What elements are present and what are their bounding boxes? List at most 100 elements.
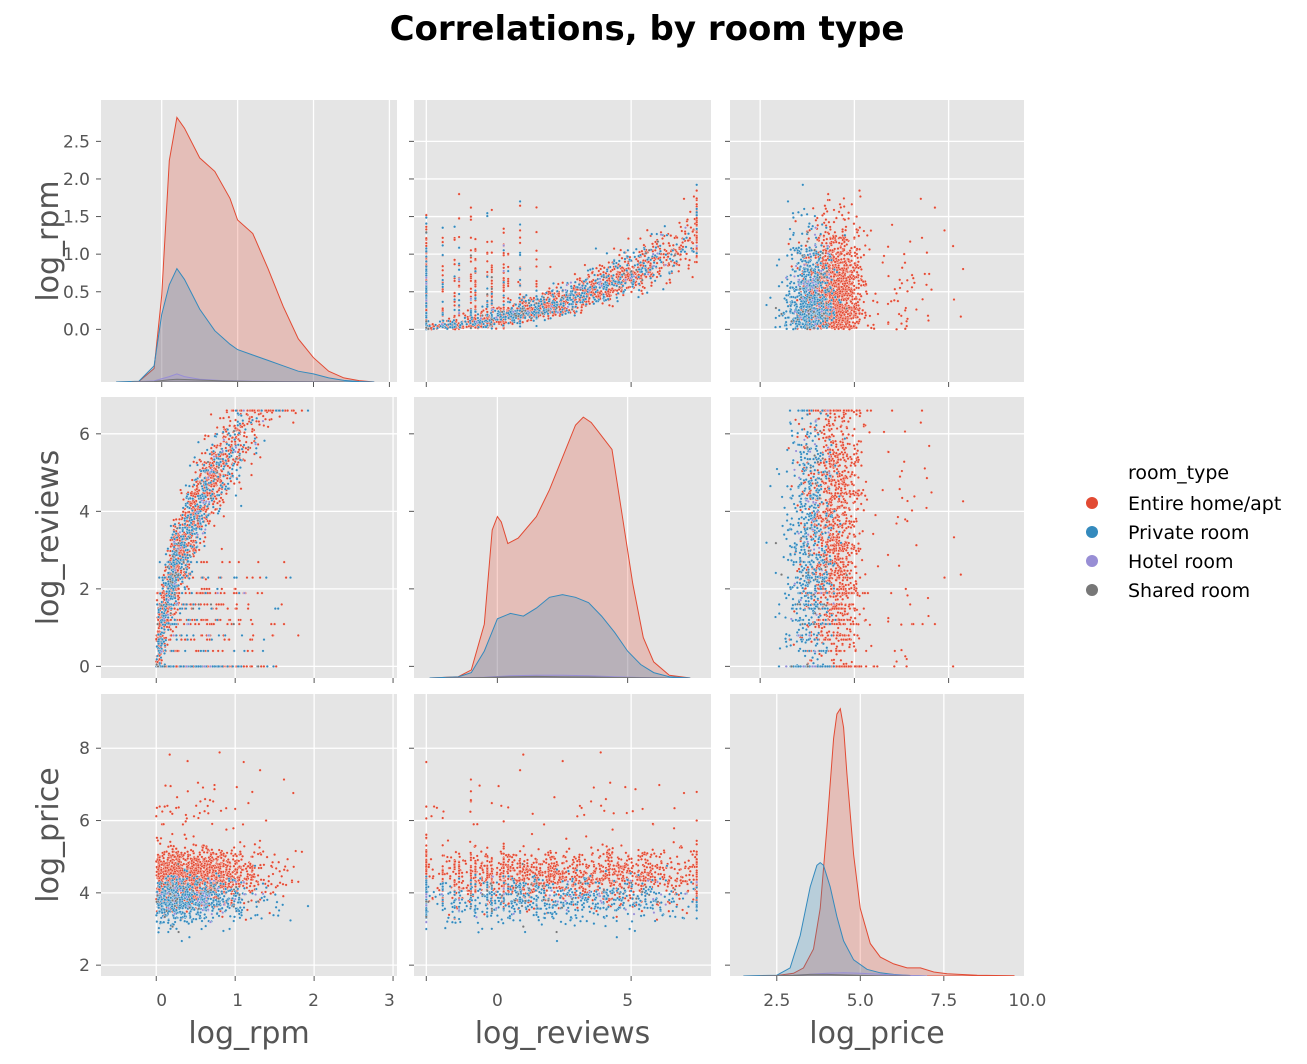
scatter-point (516, 314, 520, 318)
scatter-point (424, 282, 428, 286)
scatter-point (619, 248, 623, 252)
scatter-point (840, 267, 844, 270)
scatter-point (529, 303, 533, 307)
scatter-point (784, 276, 788, 280)
scatter-point (803, 259, 807, 263)
scatter-point (813, 296, 817, 300)
scatter-point (183, 638, 187, 642)
scatter-point (568, 296, 572, 300)
scatter-point (640, 249, 644, 253)
scatter-point (441, 278, 445, 282)
scatter-point (797, 311, 801, 315)
scatter-point (552, 281, 555, 285)
scatter-point (461, 312, 465, 316)
scatter-point (457, 303, 461, 307)
scatter-point (820, 314, 824, 318)
scatter-point (837, 327, 841, 331)
scatter-point (850, 259, 853, 263)
scatter-point (597, 282, 601, 286)
scatter-point (521, 312, 525, 316)
scatter-point (435, 326, 439, 330)
scatter-point (506, 296, 510, 300)
scatter-point (796, 274, 800, 278)
scatter-point (681, 248, 685, 252)
scatter-point (810, 227, 813, 231)
scatter-point (535, 282, 538, 286)
scatter-point (667, 263, 671, 267)
scatter-point (836, 250, 840, 254)
scatter-point (632, 251, 636, 255)
scatter-point (638, 237, 642, 240)
scatter-point (799, 305, 803, 309)
scatter-point (814, 226, 818, 230)
scatter-point (469, 215, 473, 219)
scatter-point (799, 258, 803, 262)
scatter-point (502, 269, 506, 273)
scatter-point (828, 312, 832, 316)
scatter-point (784, 293, 788, 297)
scatter-point (485, 275, 489, 279)
scatter-point (829, 258, 833, 262)
scatter-point (264, 417, 267, 421)
scatter-point (844, 292, 848, 296)
scatter-point (469, 326, 473, 330)
scatter-point (469, 206, 473, 210)
scatter-point (652, 261, 656, 265)
scatter-point (845, 294, 849, 297)
scatter-point (543, 318, 547, 322)
scatter-point (881, 261, 885, 264)
scatter-point (809, 268, 813, 272)
scatter-point (559, 298, 563, 302)
scatter-point (580, 284, 584, 288)
scatter-point (797, 291, 801, 295)
scatter-point (434, 323, 438, 327)
scatter-point (832, 302, 835, 306)
scatter-point (535, 289, 538, 293)
scatter-point (601, 278, 605, 282)
scatter-point (529, 316, 533, 320)
scatter-point (795, 324, 799, 328)
scatter-point (441, 289, 445, 293)
chart-title: Correlations, by room type (390, 9, 905, 49)
scatter-point (852, 284, 856, 288)
scatter-point (626, 248, 630, 252)
scatter-point (811, 281, 815, 285)
scatter-point (583, 286, 587, 290)
scatter-point (895, 291, 898, 295)
scatter-point (585, 282, 589, 286)
scatter-point (469, 236, 473, 240)
scatter-point (424, 301, 428, 305)
scatter-point (825, 288, 829, 292)
scatter-point (499, 318, 503, 321)
scatter-point (592, 286, 596, 290)
scatter-point (801, 310, 805, 314)
scatter-point (453, 279, 457, 283)
scatter-point (791, 300, 794, 304)
scatter-point (851, 320, 855, 324)
scatter-point (225, 409, 229, 413)
scatter-point (564, 312, 568, 316)
scatter-point (518, 228, 522, 232)
scatter-point (669, 253, 673, 256)
scatter-point (229, 479, 233, 483)
scatter-point (438, 320, 442, 323)
scatter-point (842, 196, 846, 200)
scatter-point (847, 286, 851, 289)
scatter-point (777, 308, 781, 312)
scatter-point (622, 272, 626, 276)
scatter-point (634, 283, 638, 287)
scatter-point (843, 313, 846, 317)
scatter-point (858, 189, 861, 193)
scatter-point (695, 244, 699, 248)
scatter-point (900, 266, 904, 270)
scatter-point (908, 240, 912, 244)
scatter-point (808, 252, 812, 256)
scatter-point (812, 268, 816, 272)
scatter-point (688, 210, 692, 214)
scatter-point (853, 251, 857, 255)
scatter-point (692, 250, 696, 254)
scatter-point (808, 307, 812, 311)
scatter-point (790, 264, 794, 268)
scatter-point (490, 318, 494, 321)
scatter-point (236, 460, 240, 464)
